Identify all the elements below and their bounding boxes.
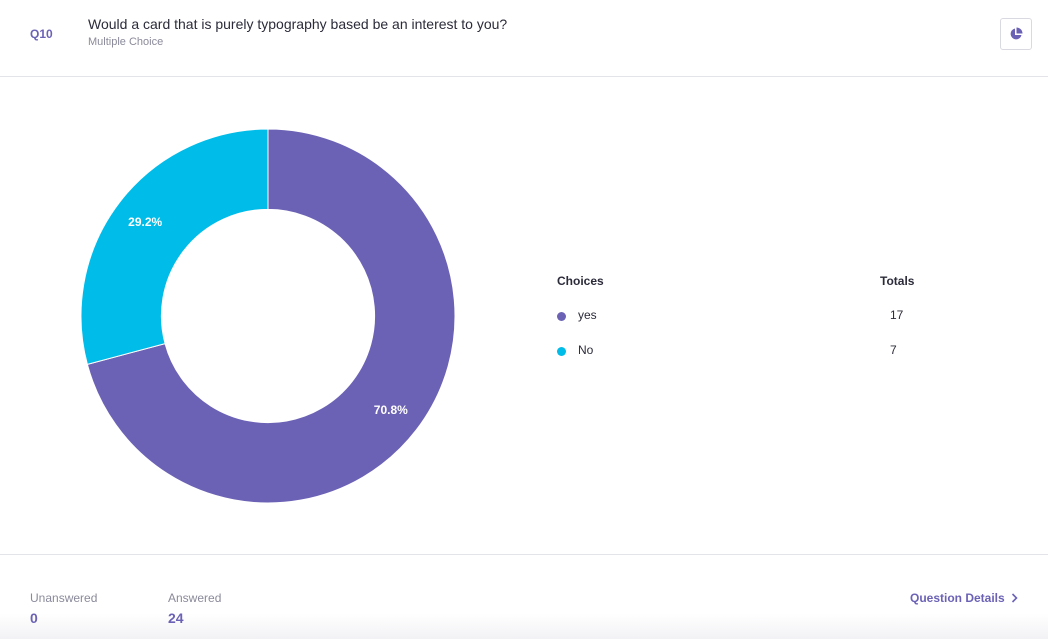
- unanswered-stat: Unanswered 0: [30, 591, 97, 626]
- legend-total-no: 7: [890, 343, 897, 357]
- legend-total-yes: 17: [890, 308, 904, 322]
- question-details-link[interactable]: Question Details: [910, 591, 1018, 605]
- slice-label-no: 29.2%: [128, 215, 162, 229]
- slice-label-yes: 70.8%: [374, 403, 408, 417]
- answered-stat: Answered 24: [168, 591, 221, 626]
- legend-dot-no: [557, 347, 566, 356]
- chart-area: 70.8% 29.2% Choices Totals yes 17 No 7: [0, 78, 1048, 554]
- chart-type-button[interactable]: [1000, 18, 1032, 50]
- unanswered-label: Unanswered: [30, 591, 98, 605]
- question-header: Q10 Would a card that is purely typograp…: [0, 0, 1048, 77]
- chevron-right-icon: [1011, 593, 1018, 603]
- legend-label-no: No: [578, 343, 594, 357]
- question-number: Q10: [30, 27, 53, 41]
- choices-legend: Choices Totals yes 17 No 7: [557, 274, 937, 378]
- unanswered-value: 0: [30, 610, 38, 626]
- legend-row-no: No 7: [557, 343, 937, 378]
- answered-value: 24: [168, 610, 184, 626]
- choices-header: Choices: [557, 274, 604, 288]
- question-type: Multiple Choice: [88, 36, 164, 48]
- slice-yes: [86, 128, 456, 504]
- answered-label: Answered: [168, 591, 222, 605]
- slice-no: [80, 128, 269, 366]
- donut-chart: 70.8% 29.2%: [80, 128, 456, 504]
- question-details-label: Question Details: [910, 591, 1005, 605]
- totals-header: Totals: [880, 274, 915, 288]
- question-title: Would a card that is purely typography b…: [88, 16, 508, 32]
- legend-row-yes: yes 17: [557, 308, 937, 343]
- legend-label-yes: yes: [578, 308, 597, 322]
- legend-header: Choices Totals: [557, 274, 937, 308]
- question-footer: Unanswered 0 Answered 24 Question Detail…: [0, 554, 1048, 639]
- legend-dot-yes: [557, 312, 566, 321]
- pie-chart-icon: [1010, 27, 1023, 40]
